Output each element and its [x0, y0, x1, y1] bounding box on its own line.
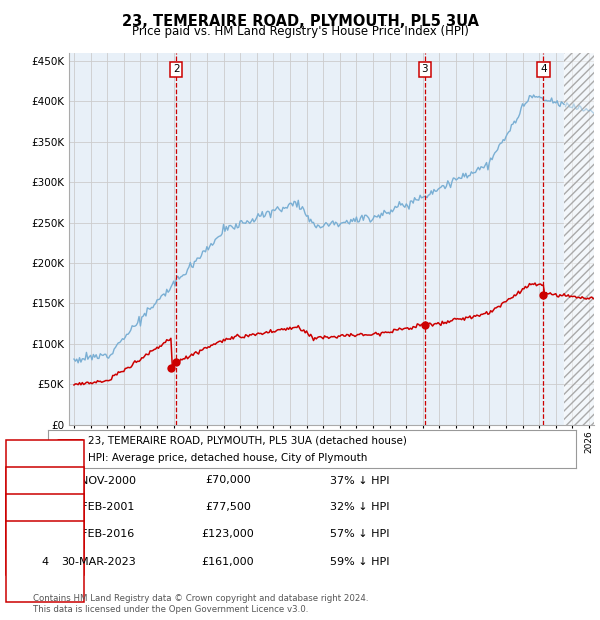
- Text: 28-FEB-2001: 28-FEB-2001: [64, 502, 134, 512]
- Text: 1: 1: [41, 476, 49, 485]
- Text: 2: 2: [173, 64, 179, 74]
- Text: Contains HM Land Registry data © Crown copyright and database right 2024.: Contains HM Land Registry data © Crown c…: [33, 593, 368, 603]
- Text: 57% ↓ HPI: 57% ↓ HPI: [330, 529, 389, 539]
- Text: 19-FEB-2016: 19-FEB-2016: [64, 529, 134, 539]
- Text: This data is licensed under the Open Government Licence v3.0.: This data is licensed under the Open Gov…: [33, 604, 308, 614]
- Text: 4: 4: [540, 64, 547, 74]
- Text: 37% ↓ HPI: 37% ↓ HPI: [330, 476, 389, 485]
- Text: £77,500: £77,500: [205, 502, 251, 512]
- Bar: [564, 53, 600, 425]
- Text: 23, TEMERAIRE ROAD, PLYMOUTH, PL5 3UA (detached house): 23, TEMERAIRE ROAD, PLYMOUTH, PL5 3UA (d…: [88, 435, 406, 445]
- Text: HPI: Average price, detached house, City of Plymouth: HPI: Average price, detached house, City…: [88, 453, 367, 464]
- Text: 4: 4: [41, 557, 49, 567]
- Text: £70,000: £70,000: [205, 476, 251, 485]
- Text: 23, TEMERAIRE ROAD, PLYMOUTH, PL5 3UA: 23, TEMERAIRE ROAD, PLYMOUTH, PL5 3UA: [121, 14, 479, 29]
- Text: Price paid vs. HM Land Registry's House Price Index (HPI): Price paid vs. HM Land Registry's House …: [131, 25, 469, 38]
- Text: £123,000: £123,000: [202, 529, 254, 539]
- Bar: [564, 53, 600, 425]
- Text: 03-NOV-2000: 03-NOV-2000: [62, 476, 136, 485]
- Text: 2: 2: [41, 502, 49, 512]
- Text: 30-MAR-2023: 30-MAR-2023: [62, 557, 136, 567]
- Text: £161,000: £161,000: [202, 557, 254, 567]
- Text: 3: 3: [422, 64, 428, 74]
- Text: 32% ↓ HPI: 32% ↓ HPI: [330, 502, 389, 512]
- Text: 59% ↓ HPI: 59% ↓ HPI: [330, 557, 389, 567]
- Text: 3: 3: [41, 529, 49, 539]
